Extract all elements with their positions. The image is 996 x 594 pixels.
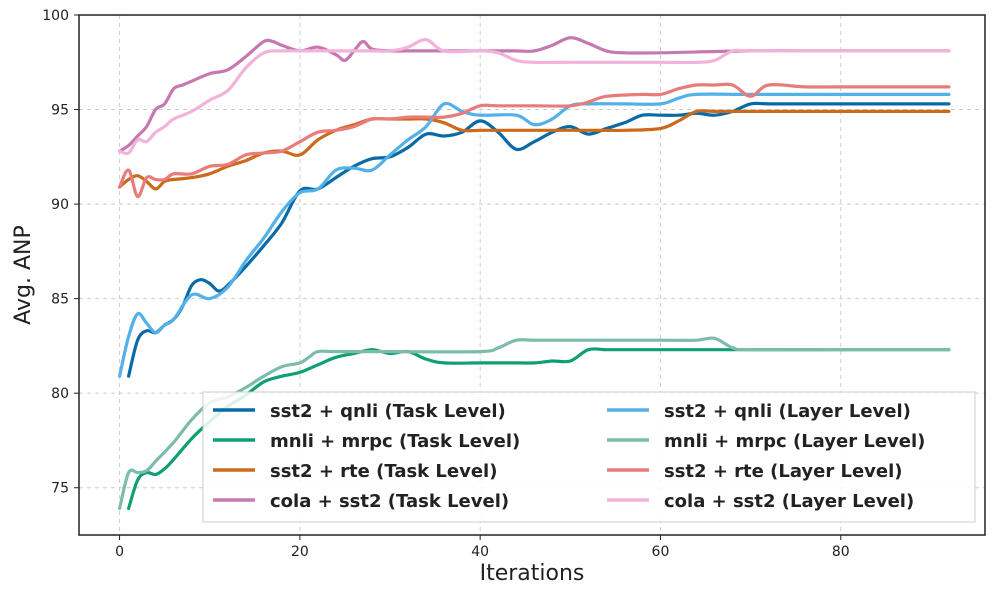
legend-label: sst2 + qnli (Layer Level): [664, 401, 911, 422]
x-tick-label: 40: [471, 544, 489, 560]
y-ticks: 75 80 85 90 95 100: [42, 8, 79, 497]
series-line-cola-sst2-task-level: [118, 36, 951, 153]
series-line-cola-sst2-layer-level: [118, 37, 951, 156]
legend-label: cola + sst2 (Layer Level): [664, 491, 914, 512]
legend-box: [202, 391, 976, 523]
x-ticks: 0 20 40 60 80: [115, 535, 850, 560]
y-tick-label: 100: [42, 8, 69, 24]
legend-label: sst2 + qnli (Task Level): [270, 401, 506, 422]
legend-label: mnli + mrpc (Task Level): [270, 431, 520, 452]
series-line-sst2-qnli-task-level: [127, 101, 951, 378]
x-tick-label: 60: [652, 544, 670, 560]
y-tick-label: 80: [51, 386, 69, 402]
legend-label: sst2 + rte (Task Level): [270, 461, 497, 482]
x-tick-label: 80: [832, 544, 850, 560]
series-layer: [118, 36, 951, 511]
legend-label: mnli + mrpc (Layer Level): [664, 431, 925, 452]
x-axis-title: Iterations: [480, 561, 585, 586]
plot-frame: [78, 14, 986, 536]
series-line-mnli-mrpc-task-level: [127, 347, 951, 511]
y-tick-label: 95: [51, 103, 69, 119]
y-tick-label: 90: [51, 197, 69, 213]
legend-label: sst2 + rte (Layer Level): [664, 461, 903, 482]
series-line-sst2-qnli-layer-level: [118, 92, 951, 378]
y-tick-label: 85: [51, 292, 69, 308]
x-tick-label: 0: [115, 544, 124, 560]
series-line-sst2-rte-layer-level: [118, 82, 951, 199]
series-line-mnli-mrpc-layer-level: [118, 336, 951, 511]
legend-label: cola + sst2 (Task Level): [270, 491, 509, 512]
x-tick-label: 20: [291, 544, 309, 560]
legend: sst2 + qnli (Task Level) mnli + mrpc (Tas…: [202, 391, 976, 523]
y-tick-label: 75: [51, 481, 69, 497]
y-axis-title: Avg. ANP: [11, 225, 36, 325]
